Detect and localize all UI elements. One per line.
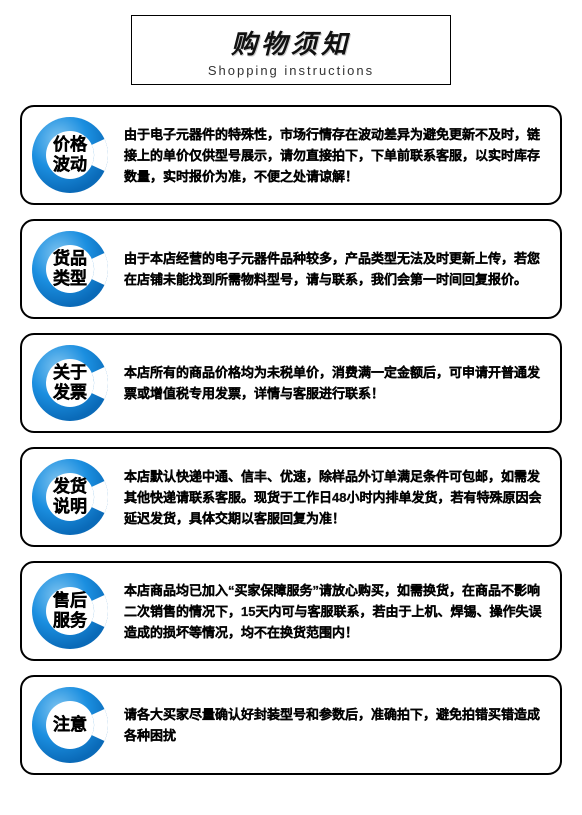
ring-label-line1: 注意 — [32, 715, 108, 735]
ring-label-line1: 货品 — [32, 249, 108, 269]
ring-label-line2: 发票 — [32, 383, 108, 403]
info-item: 注意请各大买家尽量确认好封装型号和参数后，准确拍下，避免拍错买错造成各种困扰 — [20, 675, 562, 775]
ring-wrap: 发货说明 — [32, 459, 108, 535]
ring-label: 售后服务 — [32, 591, 108, 631]
ring-label: 关于发票 — [32, 363, 108, 403]
info-item: 价格波动由于电子元器件的特殊性，市场行情存在波动差异为避免更新不及时，链接上的单… — [20, 105, 562, 205]
ring-label-line2: 类型 — [32, 269, 108, 289]
ring-label-line2: 服务 — [32, 611, 108, 631]
ring-label: 价格波动 — [32, 135, 108, 175]
ring-wrap: 售后服务 — [32, 573, 108, 649]
ring-label: 注意 — [32, 715, 108, 735]
item-body: 本店所有的商品价格均为未税单价，消费满一定金额后，可申请开普通发票或增值税专用发… — [124, 362, 546, 404]
item-body: 本店默认快递中通、信丰、优速，除样品外订单满足条件可包邮，如需发其他快递请联系客… — [124, 466, 546, 529]
info-item: 售后服务本店商品均已加入“买家保障服务”请放心购买，如需换货，在商品不影响二次销… — [20, 561, 562, 661]
ring-label-line2: 说明 — [32, 497, 108, 517]
ring-label: 发货说明 — [32, 477, 108, 517]
ring-label-line1: 发货 — [32, 477, 108, 497]
item-body: 请各大买家尽量确认好封装型号和参数后，准确拍下，避免拍错买错造成各种困扰 — [124, 704, 546, 746]
header-box: 购物须知 Shopping instructions — [131, 15, 451, 85]
ring-label-line1: 售后 — [32, 591, 108, 611]
info-item: 货品类型由于本店经营的电子元器件品种较多，产品类型无法及时更新上传，若您在店铺未… — [20, 219, 562, 319]
info-item: 发货说明本店默认快递中通、信丰、优速，除样品外订单满足条件可包邮，如需发其他快递… — [20, 447, 562, 547]
item-body: 由于电子元器件的特殊性，市场行情存在波动差异为避免更新不及时，链接上的单价仅供型… — [124, 124, 546, 187]
item-body: 本店商品均已加入“买家保障服务”请放心购买，如需换货，在商品不影响二次销售的情况… — [124, 580, 546, 643]
info-item: 关于发票本店所有的商品价格均为未税单价，消费满一定金额后，可申请开普通发票或增值… — [20, 333, 562, 433]
ring-wrap: 注意 — [32, 687, 108, 763]
ring-wrap: 货品类型 — [32, 231, 108, 307]
item-body: 由于本店经营的电子元器件品种较多，产品类型无法及时更新上传，若您在店铺未能找到所… — [124, 248, 546, 290]
ring-label-line2: 波动 — [32, 155, 108, 175]
header-title-en: Shopping instructions — [142, 63, 440, 78]
ring-label: 货品类型 — [32, 249, 108, 289]
header-title-cn: 购物须知 — [142, 24, 440, 61]
items-list: 价格波动由于电子元器件的特殊性，市场行情存在波动差异为避免更新不及时，链接上的单… — [0, 105, 582, 795]
ring-wrap: 关于发票 — [32, 345, 108, 421]
ring-wrap: 价格波动 — [32, 117, 108, 193]
ring-label-line1: 价格 — [32, 135, 108, 155]
ring-label-line1: 关于 — [32, 363, 108, 383]
